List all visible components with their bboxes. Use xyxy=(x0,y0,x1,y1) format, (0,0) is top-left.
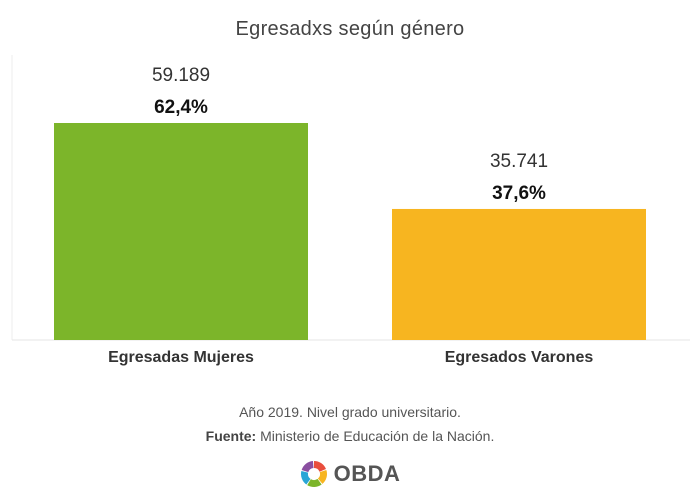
logo-segment xyxy=(301,461,314,473)
bar-2 xyxy=(392,208,646,340)
value-label-2: 35.741 xyxy=(490,151,548,172)
chart-title: Egresadxs según género xyxy=(235,18,465,40)
bar-1 xyxy=(54,123,308,340)
obda-logo: OBDA xyxy=(0,458,700,490)
obda-logo-text: OBDA xyxy=(333,461,401,486)
category-label-2: Egresados Varones xyxy=(445,349,594,366)
percent-label-2: 37,6% xyxy=(492,183,546,204)
percent-label-1: 62,4% xyxy=(154,97,208,118)
note-source-label: Fuente: xyxy=(205,428,257,444)
logo-segment xyxy=(300,470,311,485)
chart-note: Año 2019. Nivel grado universitario. Fue… xyxy=(0,400,700,448)
bar-chart: 62,4% 59.189 Egresadas Mujeres 37,6% 35.741 E… xyxy=(11,55,690,366)
value-label-1: 59.189 xyxy=(152,65,210,86)
note-source-text: Ministerio de Educación de la Nación. xyxy=(260,428,495,444)
note-source: Fuente: Ministerio de Educación de la Na… xyxy=(0,424,700,448)
note-year-level: Año 2019. Nivel grado universitario. xyxy=(239,404,461,420)
logo-segment xyxy=(306,478,322,487)
logo-segment xyxy=(317,469,327,484)
logo-segment xyxy=(313,461,326,472)
category-label-1: Egresadas Mujeres xyxy=(108,349,254,366)
obda-logo-icon xyxy=(300,461,327,487)
